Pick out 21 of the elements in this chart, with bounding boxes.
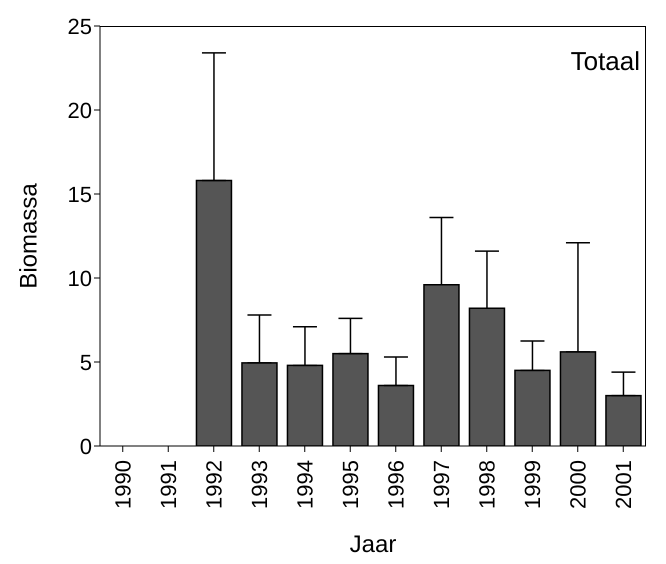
x-tick-label: 1996 bbox=[383, 460, 408, 509]
x-tick-label: 1994 bbox=[292, 460, 318, 509]
x-tick-label: 2001 bbox=[610, 460, 636, 509]
y-tick-label: 10 bbox=[68, 266, 92, 291]
x-tick-label: 1993 bbox=[246, 460, 272, 509]
y-tick-label: 25 bbox=[68, 14, 92, 39]
y-tick-label: 0 bbox=[80, 434, 92, 459]
x-tick-label: 1998 bbox=[474, 460, 500, 509]
x-tick-label: 1992 bbox=[201, 460, 226, 509]
x-tick-label: 1997 bbox=[428, 460, 454, 509]
x-tick-label: 1990 bbox=[110, 460, 136, 509]
annotation: Totaal bbox=[570, 46, 640, 77]
x-tick-label: 1995 bbox=[338, 460, 363, 509]
y-axis-title: Biomassa bbox=[16, 182, 43, 289]
y-tick-label: 15 bbox=[68, 182, 92, 207]
y-tick-label: 20 bbox=[68, 98, 92, 123]
y-tick-label: 5 bbox=[80, 350, 92, 375]
x-tick-label: 1999 bbox=[520, 460, 545, 509]
x-axis-title: Jaar bbox=[350, 531, 396, 558]
x-tick-label: 1991 bbox=[156, 460, 181, 509]
x-tick-label: 2000 bbox=[565, 460, 590, 509]
